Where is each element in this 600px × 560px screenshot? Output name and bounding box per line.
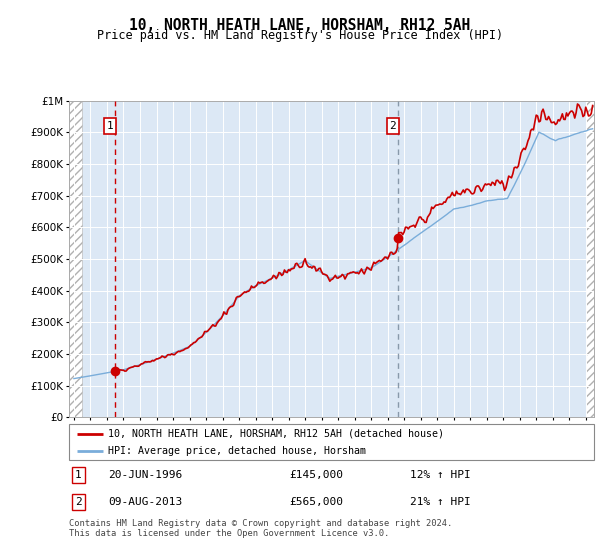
Bar (69, 101, 82, 417)
Text: Price paid vs. HM Land Registry's House Price Index (HPI): Price paid vs. HM Land Registry's House … (97, 29, 503, 42)
Text: HPI: Average price, detached house, Horsham: HPI: Average price, detached house, Hors… (109, 446, 367, 456)
Bar (586, 101, 594, 417)
Text: 20-JUN-1996: 20-JUN-1996 (109, 470, 182, 480)
Text: 1: 1 (106, 121, 113, 131)
Text: 2: 2 (75, 497, 82, 507)
FancyBboxPatch shape (69, 424, 594, 460)
Text: 09-AUG-2013: 09-AUG-2013 (109, 497, 182, 507)
Text: £565,000: £565,000 (290, 497, 343, 507)
Text: £145,000: £145,000 (290, 470, 343, 480)
Text: 2: 2 (389, 121, 396, 131)
Text: 10, NORTH HEATH LANE, HORSHAM, RH12 5AH: 10, NORTH HEATH LANE, HORSHAM, RH12 5AH (130, 18, 470, 33)
Text: 21% ↑ HPI: 21% ↑ HPI (410, 497, 471, 507)
Text: 12% ↑ HPI: 12% ↑ HPI (410, 470, 471, 480)
Text: 10, NORTH HEATH LANE, HORSHAM, RH12 5AH (detached house): 10, NORTH HEATH LANE, HORSHAM, RH12 5AH … (109, 429, 445, 438)
Text: Contains HM Land Registry data © Crown copyright and database right 2024.
This d: Contains HM Land Registry data © Crown c… (69, 519, 452, 538)
Text: 1: 1 (75, 470, 82, 480)
